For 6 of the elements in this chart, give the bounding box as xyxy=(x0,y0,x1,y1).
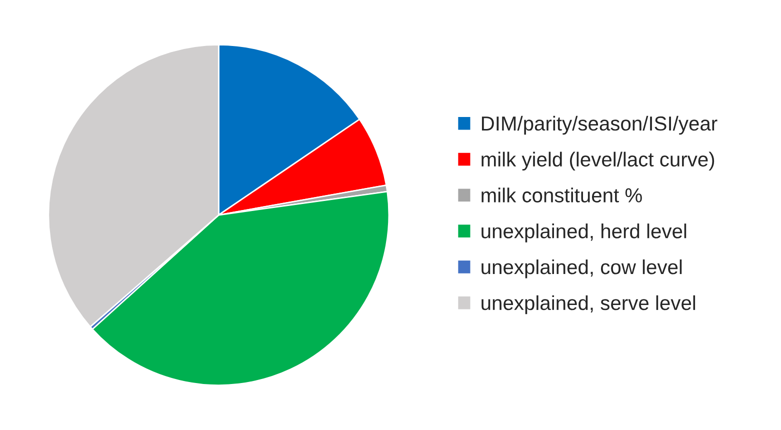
legend-label: unexplained, herd level xyxy=(482,224,686,242)
legend-label: unexplained, cow level xyxy=(482,259,682,278)
legend-label: unexplained, serve level xyxy=(482,295,696,314)
legend-label: milk yield (level/lact curve) xyxy=(482,152,714,171)
legend-label: milk constituent % xyxy=(482,188,642,202)
legend-label: DIM/parity/season/ISI/year xyxy=(482,116,718,135)
